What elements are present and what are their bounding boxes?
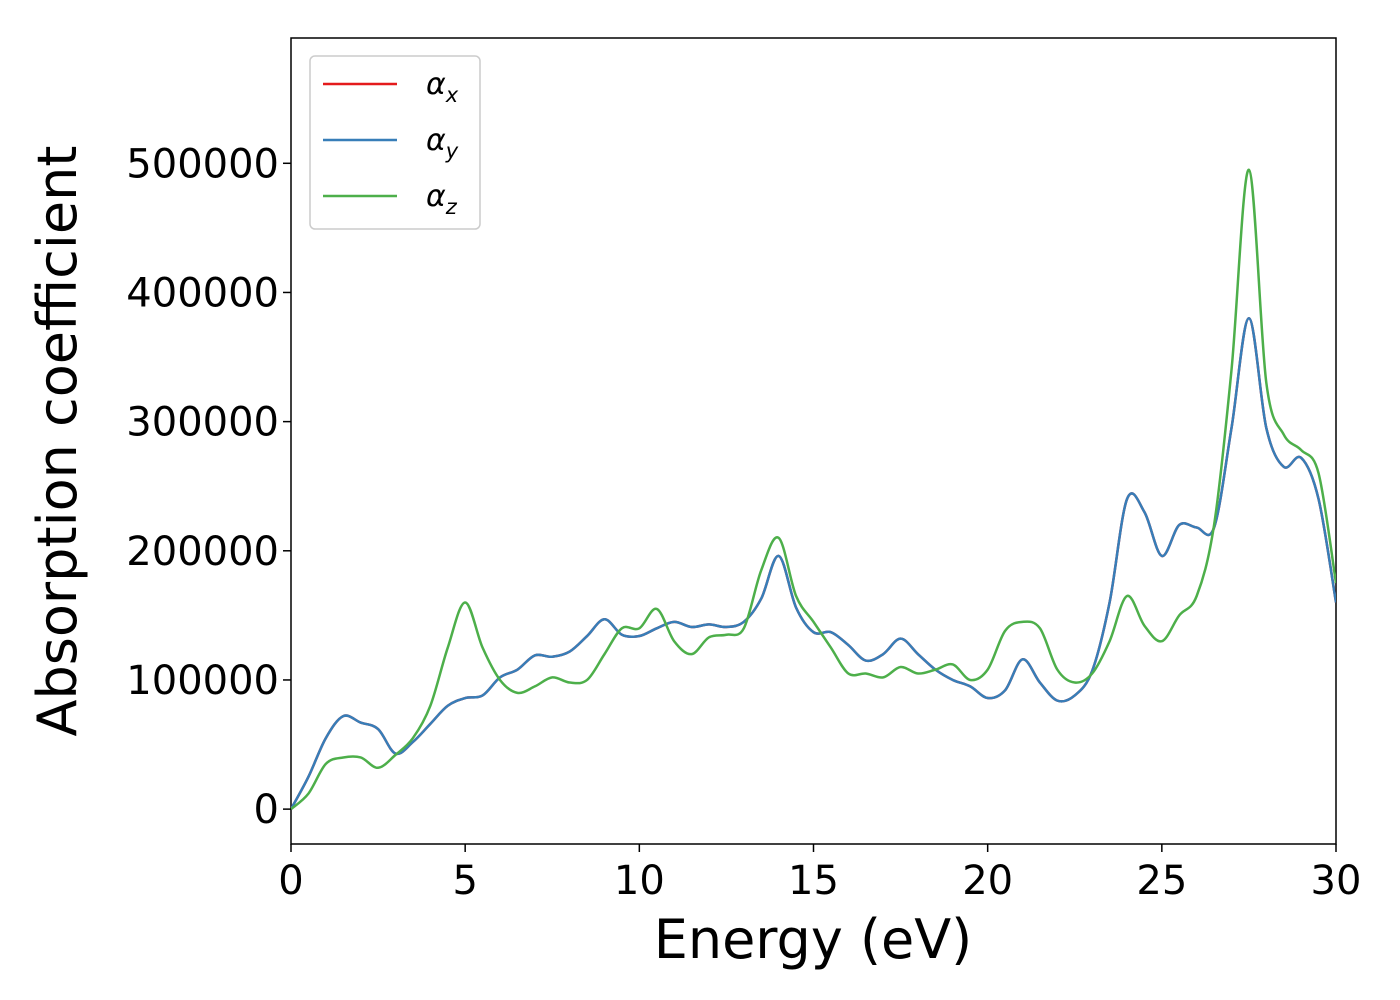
- legend-label: αy: [426, 123, 459, 163]
- x-tick-label: 10: [614, 858, 665, 904]
- x-tick-label: 20: [962, 858, 1013, 904]
- x-tick-label: 5: [452, 858, 477, 904]
- x-tick-label: 15: [788, 858, 839, 904]
- x-tick-label: 25: [1136, 858, 1187, 904]
- series-line-αz: [291, 168, 1336, 811]
- y-tick-label: 500000: [126, 141, 279, 187]
- y-tick-label: 400000: [126, 270, 279, 316]
- y-tick-label: 100000: [126, 658, 279, 704]
- x-axis: 0 5 10 15 20 25 30: [278, 844, 1361, 904]
- series-layer: [291, 168, 1336, 811]
- legend-label-subscript: y: [445, 139, 459, 163]
- y-axis-title: Absorption coefficient: [26, 146, 89, 737]
- y-axis: 0 100000 200000 300000 400000 500000: [126, 141, 291, 833]
- x-axis-title: Energy (eV): [654, 908, 973, 971]
- x-tick-label: 0: [278, 858, 303, 904]
- legend-label-subscript: x: [445, 83, 459, 107]
- y-tick-label: 300000: [126, 400, 279, 446]
- y-tick-label: 0: [254, 787, 279, 833]
- x-tick-label: 30: [1311, 858, 1362, 904]
- series-line-αy: [291, 317, 1336, 810]
- legend-box: [309, 55, 481, 230]
- legend-label: αz: [426, 179, 458, 219]
- legend-label-symbol: α: [426, 67, 446, 102]
- y-tick-label: 200000: [126, 529, 279, 575]
- legend-label: αx: [426, 67, 459, 107]
- legend-label-symbol: α: [426, 179, 446, 214]
- legend-label-subscript: z: [445, 195, 458, 219]
- legend-label-symbol: α: [426, 123, 446, 158]
